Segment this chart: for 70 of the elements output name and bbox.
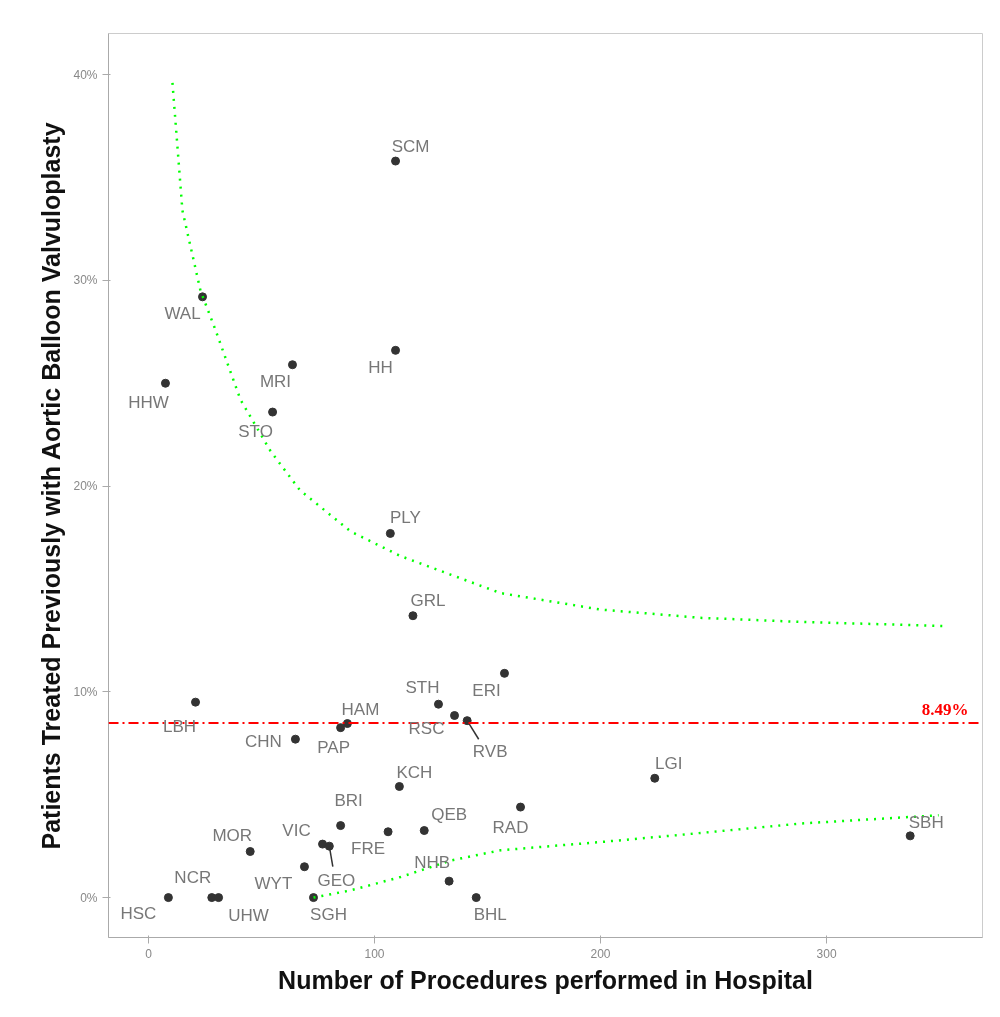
point <box>336 723 346 733</box>
annotation: PAP <box>317 738 351 758</box>
annotation: VIC <box>282 820 311 840</box>
annotation: WAL <box>164 304 201 324</box>
annotation: LGI <box>655 753 683 773</box>
annotation: SGH <box>310 905 347 925</box>
point <box>290 734 300 744</box>
point <box>383 827 393 837</box>
annotation: SCM <box>391 136 430 156</box>
point <box>450 711 460 720</box>
point <box>299 862 309 872</box>
point <box>160 378 170 388</box>
ref-line-label: 8.49% <box>921 699 969 719</box>
point <box>499 668 509 678</box>
annotation: ERI <box>472 680 501 700</box>
annotation: HSC <box>120 904 157 924</box>
annotation: SBH <box>908 813 944 833</box>
x-tick-label: 0 <box>145 946 153 961</box>
annotation: RAD <box>492 817 529 837</box>
point <box>391 345 401 355</box>
annotation: NHB <box>414 852 451 872</box>
annotation: GEO <box>317 870 356 890</box>
annotation: MOR <box>212 826 253 845</box>
point <box>191 697 201 707</box>
annotation: HAM <box>341 700 380 720</box>
point <box>214 893 224 903</box>
annotation: CHN <box>245 731 282 751</box>
annotation: PLY <box>389 507 421 527</box>
point <box>408 611 418 621</box>
annotation: UHW <box>228 906 269 926</box>
annotation: QEB <box>431 805 468 825</box>
point <box>385 528 395 538</box>
annotation: RSC <box>408 719 445 739</box>
annotation: NCR <box>174 868 212 888</box>
point <box>444 876 454 886</box>
x-tick-label: 100 <box>364 946 385 961</box>
point <box>905 831 915 841</box>
annotation: HHW <box>128 392 169 412</box>
y-tick-label: 40% <box>73 67 98 82</box>
x-tick-label: 300 <box>816 946 837 961</box>
y-axis-title: Patients Treated Previously with Aortic Balloon Valvuloplasty <box>37 122 66 850</box>
annotation: WYT <box>254 874 293 894</box>
annotation: STH <box>405 677 440 697</box>
annotation: RVB <box>472 742 508 762</box>
x-tick-label: 200 <box>590 946 611 961</box>
point <box>245 847 255 856</box>
point <box>391 156 401 166</box>
point <box>516 802 526 812</box>
point <box>336 821 346 831</box>
annotation: BHL <box>473 905 507 925</box>
point <box>471 893 481 903</box>
y-tick-label: 0% <box>80 890 98 905</box>
annotation: BRI <box>334 791 363 811</box>
y-tick-label: 30% <box>73 273 98 288</box>
point <box>650 773 660 783</box>
y-tick-label: 20% <box>73 479 98 494</box>
point <box>268 407 278 417</box>
annotation: STO <box>238 421 273 441</box>
annotation: FRE <box>351 839 386 859</box>
annotation: MRI <box>259 372 292 392</box>
y-tick-label: 10% <box>73 684 98 699</box>
annotation: KCH <box>396 762 433 782</box>
point <box>419 826 429 836</box>
x-axis-title: Number of Procedures performed in Hospital <box>278 965 813 994</box>
point <box>287 360 297 370</box>
annotation: GRL <box>410 591 446 611</box>
point <box>163 893 173 903</box>
point <box>394 782 404 791</box>
annotation: HH <box>368 357 393 377</box>
point <box>433 699 443 709</box>
